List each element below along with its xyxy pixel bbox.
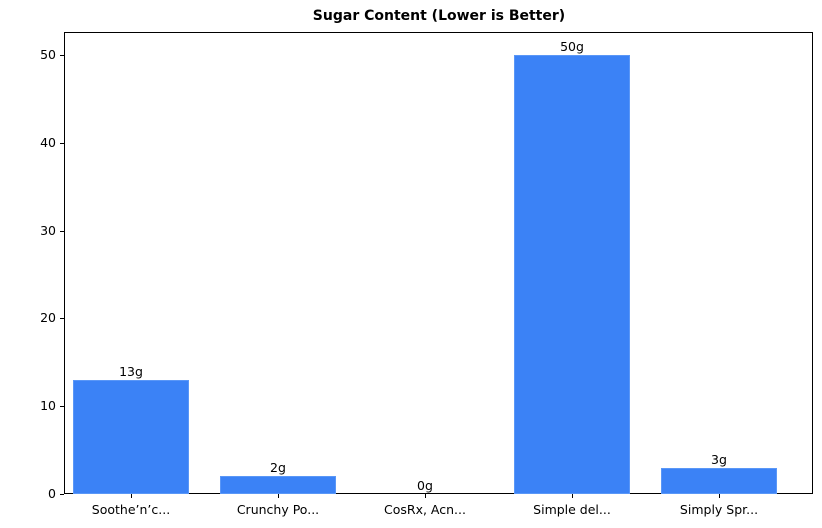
- bar: [220, 476, 336, 494]
- bar-value-label: 3g: [711, 451, 727, 467]
- y-tick-label: 40: [40, 134, 56, 150]
- x-tick-mark: [572, 494, 573, 498]
- x-tick-mark: [278, 494, 279, 498]
- y-tick-label: 10: [40, 398, 56, 414]
- bar: [73, 379, 189, 494]
- bar: [661, 467, 777, 494]
- x-tick-label: Soothe’n’c...: [91, 502, 171, 517]
- chart-title: Sugar Content (Lower is Better): [312, 8, 566, 24]
- y-tick-label: 50: [40, 47, 56, 62]
- x-tick-label: Simple del...: [533, 502, 611, 517]
- bar-value-label: 13g: [119, 363, 143, 379]
- bar-value-label: 2g: [270, 460, 286, 476]
- x-tick-mark: [425, 494, 426, 498]
- plot-area: [64, 32, 813, 494]
- y-tick-mark: [60, 318, 64, 320]
- y-tick-mark: [60, 406, 64, 408]
- x-tick-mark: [719, 494, 720, 498]
- y-tick-mark: [60, 55, 64, 56]
- bar-value-label: 50g: [560, 39, 584, 54]
- y-tick-label: 0: [48, 486, 56, 501]
- x-tick-label: CosRx, Acn...: [384, 502, 466, 517]
- bar: [514, 55, 630, 494]
- bar-value-label: 0g: [417, 478, 433, 493]
- y-tick-mark: [60, 142, 64, 144]
- x-tick-label: Simply Spr...: [679, 502, 759, 517]
- x-tick-label: Crunchy Po...: [236, 502, 320, 517]
- y-tick-label: 20: [40, 310, 56, 326]
- x-tick-mark: [131, 494, 132, 498]
- y-tick-mark: [60, 494, 64, 495]
- y-tick-label: 30: [40, 222, 56, 238]
- y-tick-mark: [60, 230, 64, 232]
